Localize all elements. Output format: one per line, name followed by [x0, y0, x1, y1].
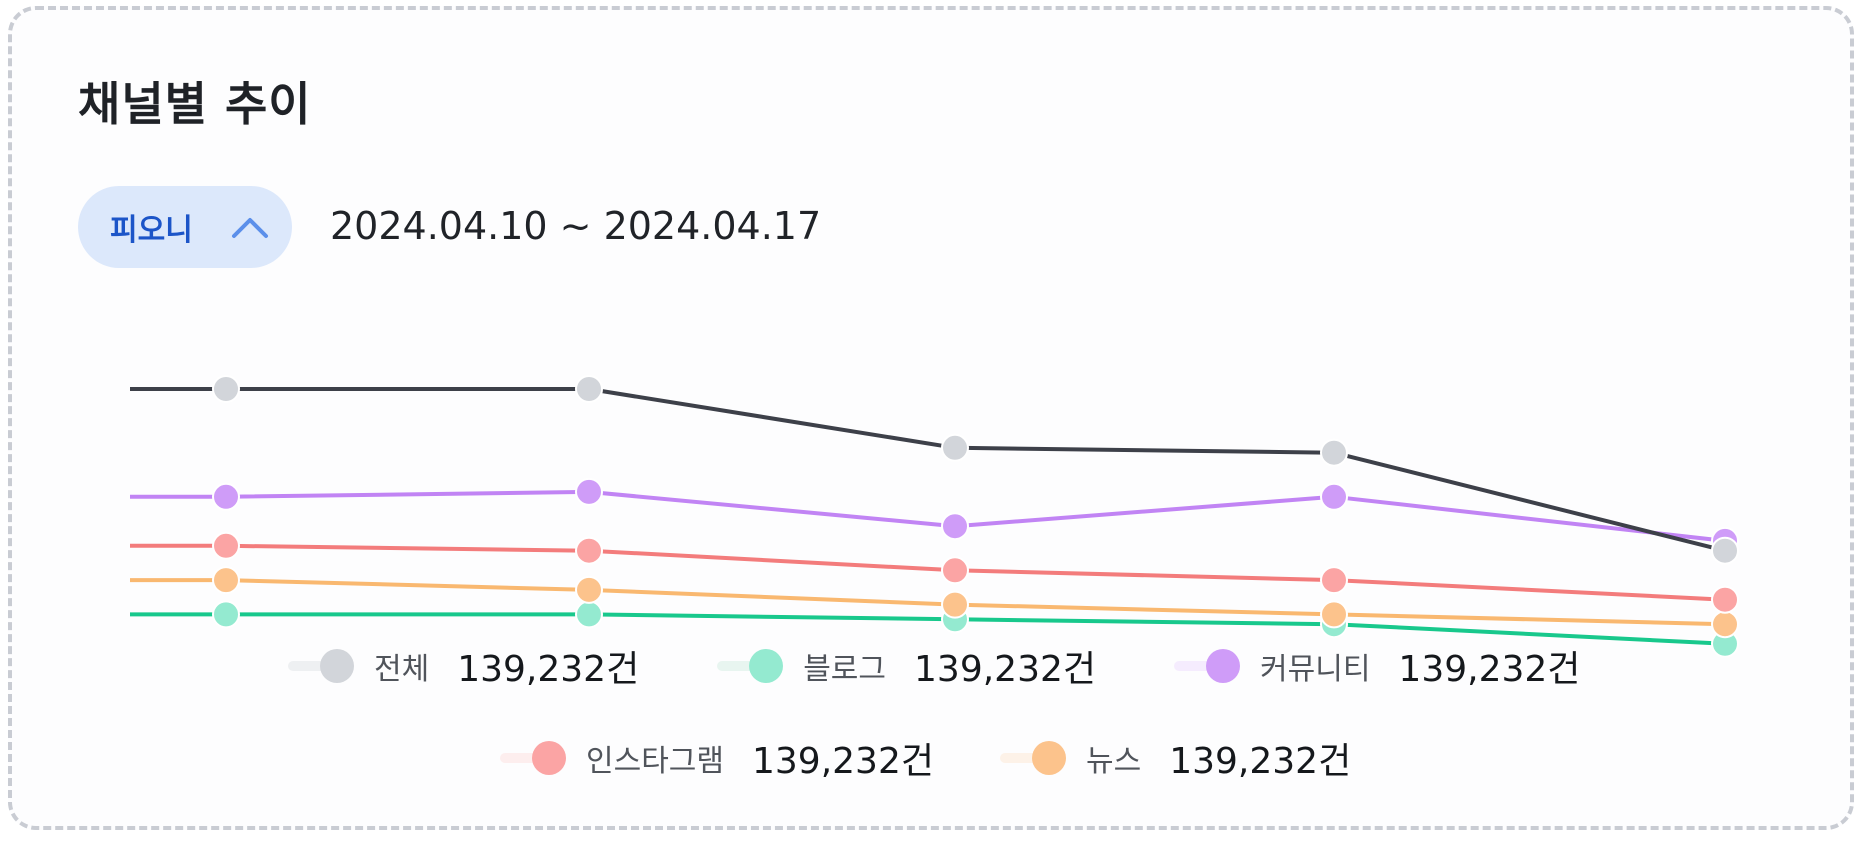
data-point[interactable] — [575, 600, 603, 629]
data-point[interactable] — [941, 556, 969, 585]
series-2 — [130, 477, 1739, 555]
data-point[interactable] — [212, 482, 240, 511]
data-point[interactable] — [1320, 600, 1348, 629]
data-point[interactable] — [575, 375, 603, 403]
brand-filter-label: 피오니 — [110, 213, 193, 248]
data-point[interactable] — [1711, 585, 1739, 614]
data-point[interactable] — [1320, 566, 1348, 595]
brand-filter-dropdown[interactable]: 피오니 — [78, 186, 292, 268]
legend-row: 전체 139,232건 블로그 139,232건 커뮤니티 139,232건 — [288, 640, 1580, 692]
legend-label: 커뮤니티 — [1260, 652, 1371, 687]
legend-item[interactable]: 커뮤니티 139,232건 — [1174, 640, 1580, 692]
series-4 — [130, 566, 1739, 639]
legend-count: 139,232건 — [457, 649, 640, 690]
channel-trend-card: 채널별 추이 피오니 2024.04.10 ~ 2024.04.17 — [8, 6, 1854, 830]
series-line — [130, 612, 1726, 646]
data-point[interactable] — [1320, 482, 1348, 511]
series-line — [130, 387, 1726, 553]
legend-swatch-icon — [717, 649, 784, 683]
data-point[interactable] — [1711, 536, 1739, 565]
legend-item[interactable]: 인스타그램 139,232건 — [500, 732, 934, 784]
legend-swatch-icon — [500, 741, 566, 775]
legend-label: 블로그 — [803, 652, 887, 687]
legend-item[interactable]: 뉴스 139,232건 — [1000, 732, 1351, 784]
legend-swatch-icon — [1000, 741, 1066, 775]
data-point[interactable] — [212, 566, 240, 595]
data-point[interactable] — [212, 600, 240, 629]
data-point[interactable] — [1711, 610, 1739, 639]
series-3 — [130, 531, 1739, 614]
series-line — [130, 543, 1726, 602]
legend-item[interactable]: 블로그 139,232건 — [717, 640, 1096, 692]
legend-row: 인스타그램 139,232건 뉴스 139,232건 — [500, 732, 1351, 784]
data-point[interactable] — [575, 536, 603, 565]
data-point[interactable] — [212, 375, 240, 403]
legend-count: 139,232건 — [1169, 741, 1352, 782]
legend-item[interactable]: 전체 139,232건 — [288, 640, 639, 692]
legend-count: 139,232건 — [1398, 649, 1581, 690]
legend-swatch-icon — [288, 649, 354, 683]
data-point[interactable] — [575, 477, 603, 506]
legend-label: 전체 — [374, 652, 430, 687]
series-5 — [130, 600, 1739, 658]
date-range: 2024.04.10 ~ 2024.04.17 — [330, 204, 822, 248]
series-line — [130, 578, 1726, 627]
legend-label: 인스타그램 — [586, 744, 724, 779]
data-point[interactable] — [1320, 438, 1348, 467]
data-point[interactable] — [941, 590, 969, 619]
legend-count: 139,232건 — [914, 649, 1097, 690]
data-point[interactable] — [575, 575, 603, 604]
legend-swatch-icon — [1174, 649, 1241, 683]
data-point[interactable] — [941, 433, 969, 462]
chevron-up-icon — [230, 214, 270, 244]
data-point[interactable] — [212, 531, 240, 560]
series-1 — [130, 375, 1739, 565]
legend-label: 뉴스 — [1086, 744, 1142, 779]
legend-count: 139,232건 — [752, 741, 934, 782]
data-point[interactable] — [941, 512, 969, 541]
series-line — [130, 489, 1726, 543]
card-title: 채널별 추이 — [78, 77, 312, 131]
